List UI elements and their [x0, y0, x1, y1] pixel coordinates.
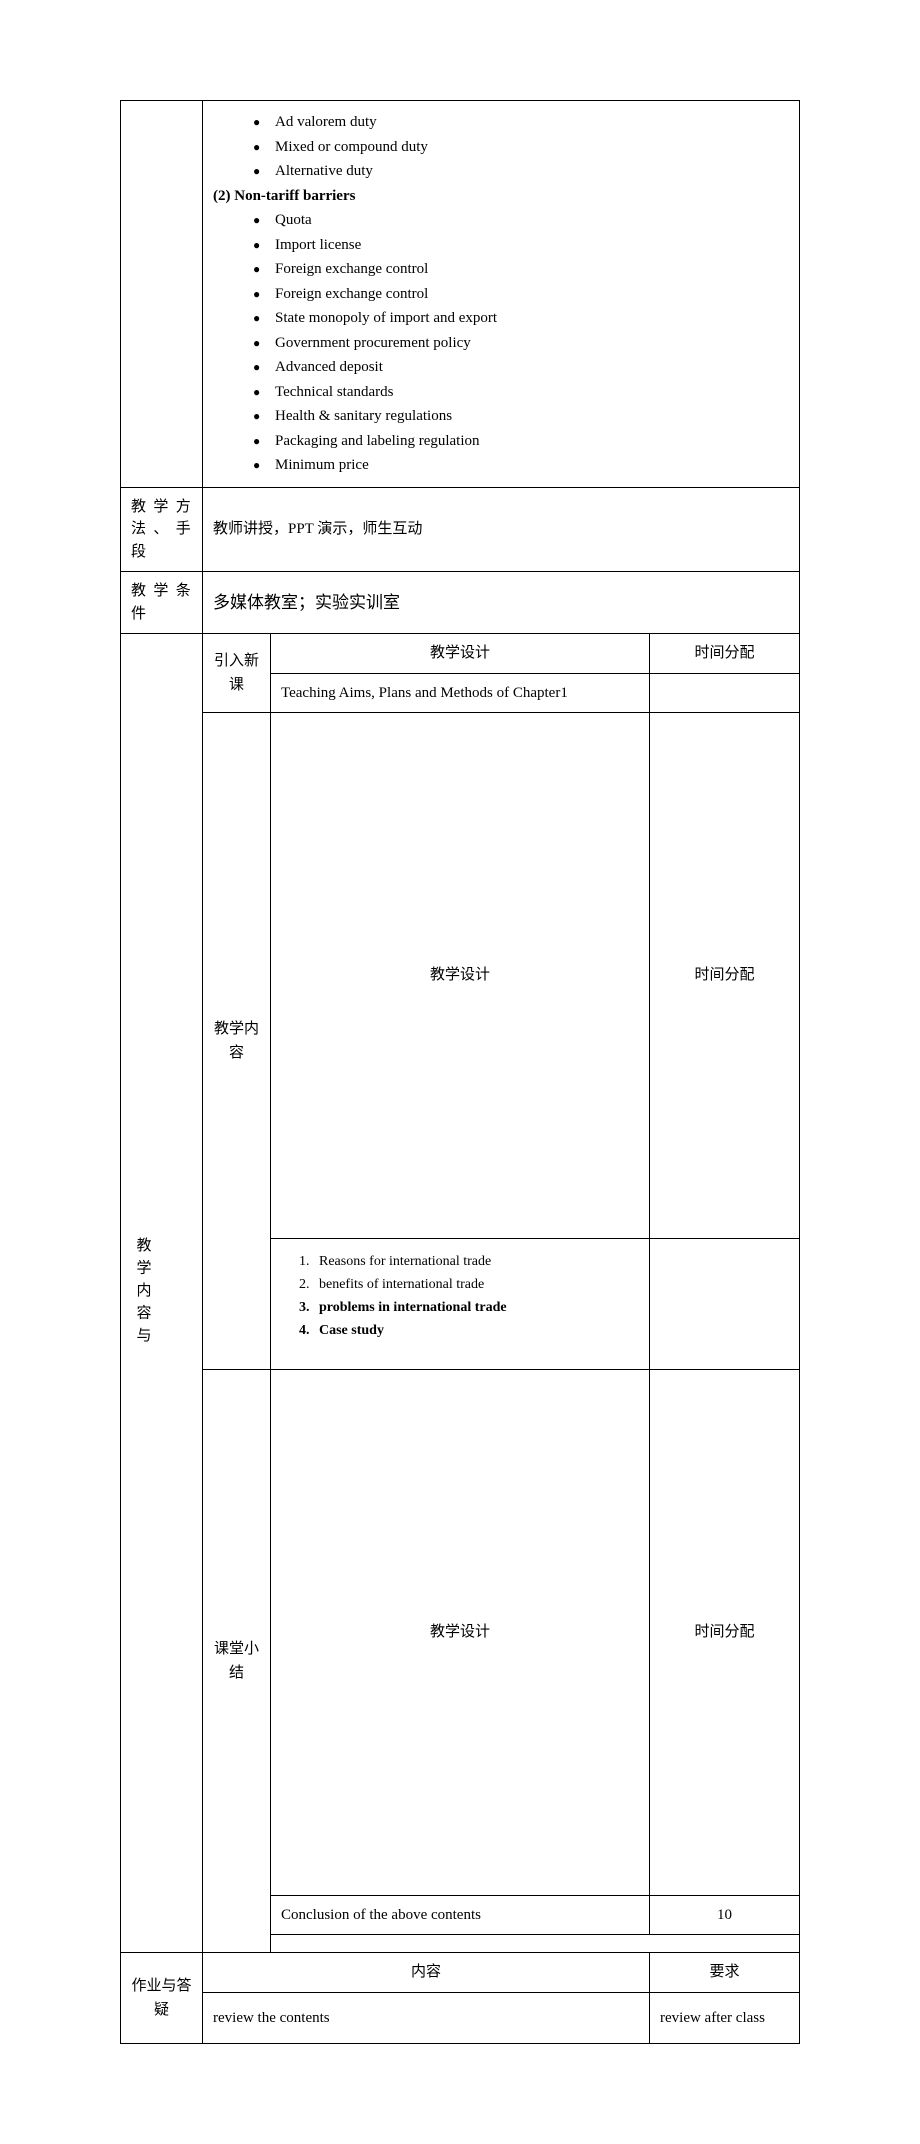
teaching-content-label-text: 教学内容与 — [131, 642, 154, 1944]
homework-req-header: 要求 — [650, 1953, 800, 1993]
intro-design-text: Teaching Aims, Plans and Methods of Chap… — [271, 673, 650, 713]
list-item: Case study — [313, 1320, 639, 1341]
table-row: 教学内容与 引入新课 教学设计 时间分配 — [121, 634, 800, 674]
table-row: 作业与答疑 内容 要求 — [121, 1953, 800, 1993]
top-content-cell: Ad valorem duty Mixed or compound duty A… — [203, 101, 800, 488]
summary-time-value: 10 — [650, 1895, 800, 1935]
list-item: Ad valorem duty — [253, 111, 789, 134]
homework-content-header: 内容 — [203, 1953, 650, 1993]
summary-spacer — [271, 1935, 800, 1953]
conditions-label: 教学条件 — [121, 572, 203, 634]
list-item: Quota — [253, 209, 789, 232]
list-item: Health & sanitary regulations — [253, 405, 789, 428]
subheading-nontariff: (2) Non-tariff barriers — [213, 185, 789, 208]
table-row: review the contents review after class — [121, 1992, 800, 2044]
bullet-list-2: Quota Import license Foreign exchange co… — [213, 209, 789, 477]
list-item: Mixed or compound duty — [253, 136, 789, 159]
content-label: 教学内容 — [203, 713, 271, 1370]
list-item: Foreign exchange control — [253, 258, 789, 281]
list-item: Government procurement policy — [253, 332, 789, 355]
table-row: 教 学 方法、手段 教师讲授，PPT 演示，师生互动 — [121, 487, 800, 572]
table-row: 教学条件 多媒体教室；实验实训室 — [121, 572, 800, 634]
summary-design-text: Conclusion of the above contents — [271, 1895, 650, 1935]
homework-req-value: review after class — [650, 1992, 800, 2044]
table-row: 教学内容 教学设计 时间分配 — [121, 713, 800, 1239]
content-design-list: Reasons for international trade benefits… — [271, 1238, 650, 1369]
empty-left-cell — [121, 101, 203, 488]
summary-design-header: 教学设计 — [271, 1369, 650, 1895]
list-item: State monopoly of import and export — [253, 307, 789, 330]
content-design-header: 教学设计 — [271, 713, 650, 1239]
summary-label: 课堂小结 — [203, 1369, 271, 1952]
list-item: Packaging and labeling regulation — [253, 430, 789, 453]
list-item: Alternative duty — [253, 160, 789, 183]
intro-design-header: 教学设计 — [271, 634, 650, 674]
list-item: benefits of international trade — [313, 1274, 639, 1295]
homework-label: 作业与答疑 — [121, 1953, 203, 2044]
list-item: Advanced deposit — [253, 356, 789, 379]
intro-time-value — [650, 673, 800, 713]
teaching-content-label: 教学内容与 — [121, 634, 203, 1953]
table-row: 课堂小结 教学设计 时间分配 — [121, 1369, 800, 1895]
content-time-value — [650, 1238, 800, 1369]
lesson-plan-table: Ad valorem duty Mixed or compound duty A… — [120, 100, 800, 2044]
list-item: problems in international trade — [313, 1297, 639, 1318]
method-value: 教师讲授，PPT 演示，师生互动 — [203, 487, 800, 572]
intro-time-header: 时间分配 — [650, 634, 800, 674]
list-item: Reasons for international trade — [313, 1251, 639, 1272]
numbered-list: Reasons for international trade benefits… — [281, 1251, 639, 1341]
content-time-header: 时间分配 — [650, 713, 800, 1239]
homework-content-value: review the contents — [203, 1992, 650, 2044]
method-label: 教 学 方法、手段 — [121, 487, 203, 572]
list-item: Minimum price — [253, 454, 789, 477]
summary-time-header: 时间分配 — [650, 1369, 800, 1895]
bullet-list-1: Ad valorem duty Mixed or compound duty A… — [213, 111, 789, 183]
list-item: Foreign exchange control — [253, 283, 789, 306]
list-item: Technical standards — [253, 381, 789, 404]
conditions-value: 多媒体教室；实验实训室 — [203, 572, 800, 634]
list-item: Import license — [253, 234, 789, 257]
intro-label: 引入新课 — [203, 634, 271, 713]
table-row: Ad valorem duty Mixed or compound duty A… — [121, 101, 800, 488]
